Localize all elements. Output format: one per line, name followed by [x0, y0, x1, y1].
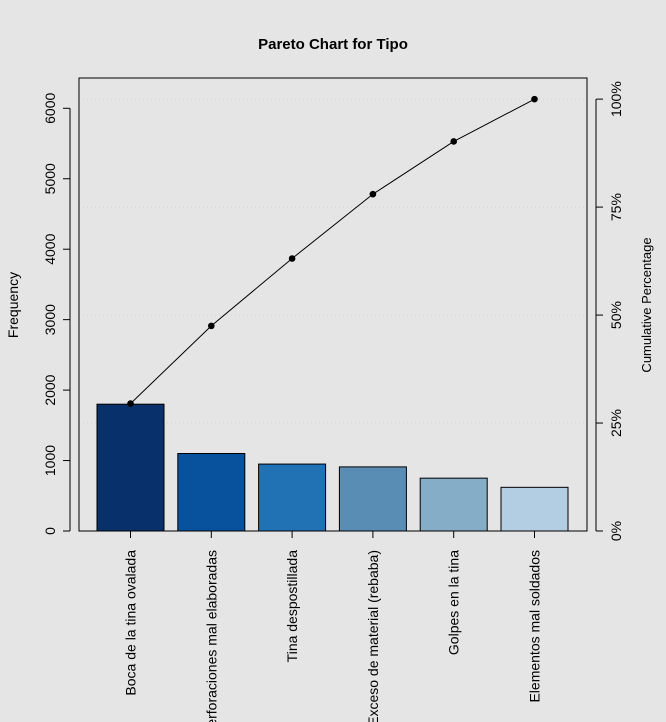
left-tick-label: 5000 — [42, 163, 58, 194]
cumulative-point — [369, 190, 377, 198]
left-tick-label: 1000 — [42, 445, 58, 476]
cumulative-point — [531, 95, 538, 103]
bar — [258, 463, 327, 532]
bar — [419, 477, 488, 532]
left-tick-label: 3000 — [42, 304, 58, 335]
right-tick-label: 0% — [608, 521, 624, 541]
category-label: Perforaciones mal elaboradas — [203, 550, 219, 722]
left-axis: 0 1000 2000 3000 4000 5000 6000 — [42, 93, 71, 535]
category-label: Exceso de material (rebaba) — [365, 550, 381, 722]
bar — [177, 453, 246, 532]
category-label: Golpes en la tina — [446, 550, 462, 655]
left-tick-label: 6000 — [42, 93, 58, 124]
y2-axis-label: Cumulative Percentage — [639, 237, 654, 372]
cumulative-point — [450, 138, 458, 145]
category-label: Tina despostillada — [284, 550, 300, 663]
right-tick-label: 50% — [608, 301, 624, 329]
right-tick-label: 100% — [608, 81, 624, 117]
bar — [500, 486, 569, 532]
cumulative-line — [130, 98, 535, 404]
left-tick-label: 4000 — [42, 233, 58, 264]
left-tick-label: 0 — [42, 527, 58, 535]
bar — [338, 466, 407, 532]
left-tick-label: 2000 — [42, 374, 58, 405]
cumulative-point — [127, 400, 134, 407]
cumulative-line-group — [127, 95, 538, 407]
cumulative-point — [288, 255, 296, 262]
bar — [96, 403, 165, 532]
y-axis-label: Frequency — [5, 272, 21, 338]
grid-lines — [79, 98, 587, 424]
cumulative-point — [208, 322, 215, 330]
category-label: Elementos mal soldados — [527, 550, 543, 703]
right-tick-label: 25% — [608, 409, 624, 437]
category-label: Boca de la tina ovalada — [123, 550, 139, 696]
right-axis: 0% 25% 50% 75% 100% — [595, 81, 624, 541]
category-axis: Boca de la tina ovalada Perforaciones mal… — [123, 530, 543, 722]
chart-title: Pareto Chart for Tipo — [258, 36, 408, 53]
right-tick-label: 75% — [608, 193, 624, 221]
